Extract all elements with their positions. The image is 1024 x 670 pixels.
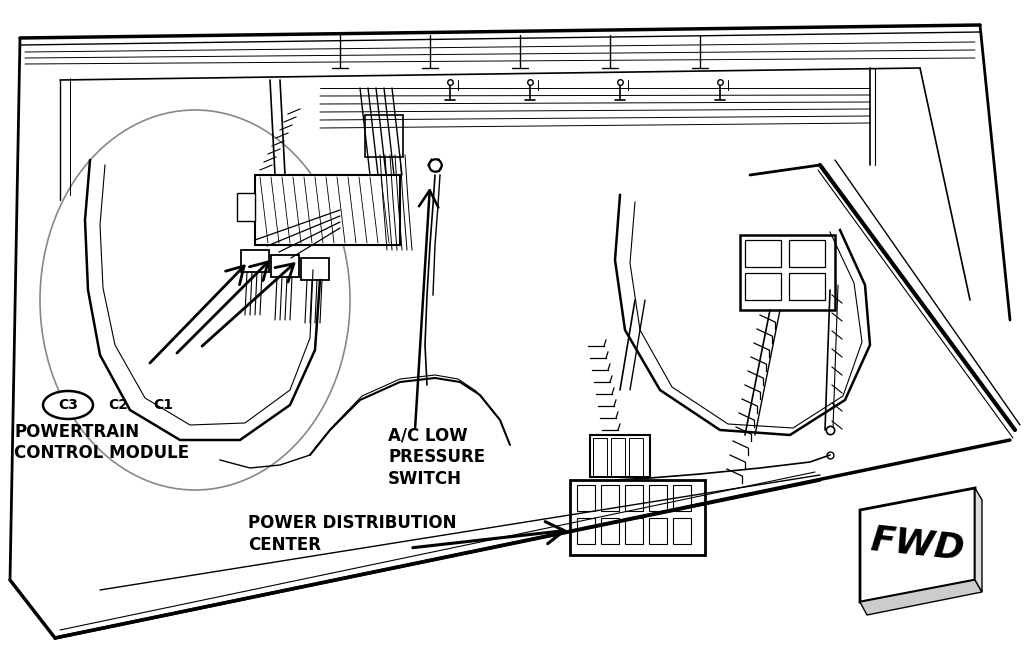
Bar bbox=[649, 485, 667, 511]
Bar bbox=[241, 250, 269, 272]
Bar bbox=[649, 518, 667, 544]
Polygon shape bbox=[975, 488, 982, 592]
Text: C3: C3 bbox=[58, 398, 78, 412]
Bar bbox=[673, 485, 691, 511]
Text: PRESSURE: PRESSURE bbox=[388, 448, 485, 466]
Bar bbox=[740, 235, 835, 310]
Bar bbox=[365, 115, 403, 157]
Text: SWITCH: SWITCH bbox=[388, 470, 462, 488]
Bar bbox=[625, 518, 643, 544]
Text: POWER DISTRIBUTION: POWER DISTRIBUTION bbox=[248, 514, 457, 532]
Bar bbox=[790, 273, 825, 300]
Bar bbox=[255, 175, 400, 245]
Bar bbox=[577, 485, 595, 511]
Bar bbox=[625, 485, 643, 511]
Text: C2: C2 bbox=[108, 398, 128, 412]
Text: C1: C1 bbox=[153, 398, 173, 412]
Bar bbox=[577, 518, 595, 544]
Bar bbox=[590, 435, 650, 477]
Bar bbox=[745, 240, 781, 267]
Bar bbox=[629, 438, 643, 476]
Text: POWERTRAIN: POWERTRAIN bbox=[14, 423, 139, 441]
Text: CONTROL MODULE: CONTROL MODULE bbox=[14, 444, 189, 462]
Bar bbox=[790, 240, 825, 267]
Text: CENTER: CENTER bbox=[248, 536, 321, 554]
Bar bbox=[611, 438, 625, 476]
Bar bbox=[601, 518, 618, 544]
Bar bbox=[570, 480, 705, 555]
Ellipse shape bbox=[43, 391, 93, 419]
Polygon shape bbox=[860, 580, 982, 615]
Text: A/C LOW: A/C LOW bbox=[388, 426, 468, 444]
Bar bbox=[593, 438, 607, 476]
Bar bbox=[301, 258, 329, 280]
Bar bbox=[673, 518, 691, 544]
Bar bbox=[601, 485, 618, 511]
Bar bbox=[271, 255, 299, 277]
Text: FWD: FWD bbox=[868, 523, 966, 567]
Bar bbox=[745, 273, 781, 300]
Bar bbox=[237, 193, 255, 221]
Polygon shape bbox=[860, 488, 975, 602]
